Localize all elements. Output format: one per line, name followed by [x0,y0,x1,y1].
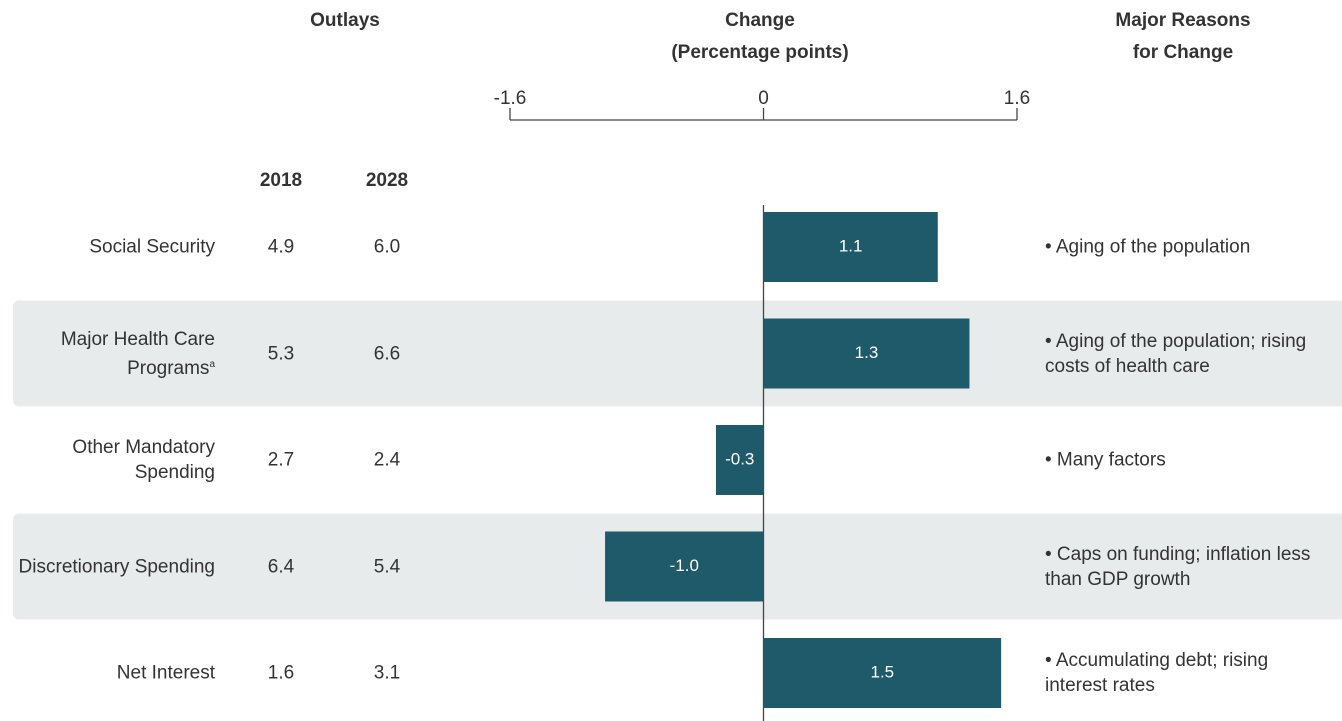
outlay-2018: 5.3 [267,343,295,364]
reason: • Aging of the population; rising costs … [1045,330,1307,377]
outlay-2018: 1.6 [267,662,295,684]
category-text: Social Security [89,236,215,258]
category-text: Other Mandatory Spending [72,437,215,483]
outlay-2028: 3.1 [373,662,401,684]
category-label: Social Security [10,235,215,260]
outlay-2028: 2.4 [373,449,401,471]
category-label: Major Health Care Programsa [10,326,215,380]
outlay-2018: 4.9 [267,236,295,258]
category-text: Major Health Care Programs [60,328,215,379]
outlay-2028: 6.0 [373,236,401,258]
bar-label: -1.0 [670,556,699,575]
bar-label: -0.3 [725,449,754,468]
bar-label: 1.3 [855,343,879,362]
bar [763,212,938,282]
reason: • Aging of the population [1045,236,1251,258]
x-tick-label: 0 [758,88,769,109]
reason: • Caps on funding; inflation less than G… [1045,543,1311,590]
header-year: 2028 [365,170,409,191]
x-tick-label: 1.6 [1003,88,1031,109]
header-change: (Percentage points) [671,42,849,63]
outlay-2028: 6.6 [373,343,401,364]
bar [763,318,970,389]
header-year: 2018 [259,170,303,191]
header-outlays: Outlays [310,10,380,31]
header-reasons: for Change [1132,42,1234,63]
footnote-mark: a [209,358,215,370]
bar-label: 1.5 [871,662,895,681]
category-label: Other Mandatory Spending [10,435,215,485]
bar [715,425,764,495]
reason: • Accumulating debt; rising interest rat… [1045,650,1269,696]
row-band [13,300,1342,407]
bar [605,531,764,602]
bar-label: 1.1 [839,236,863,255]
reason: • Many factors [1045,449,1166,471]
outlay-2018: 6.4 [267,556,295,577]
header-change: Change [725,10,795,31]
category-label: Discretionary Spending [10,554,215,579]
category-label: Net Interest [10,661,215,686]
outlay-2028: 5.4 [373,556,401,577]
category-text: Net Interest [116,662,215,684]
header-reasons: Major Reasons [1115,10,1251,31]
bar [763,638,1002,708]
outlay-2018: 2.7 [267,449,295,471]
category-text: Discretionary Spending [18,556,215,577]
x-tick-label: -1.6 [493,88,527,109]
